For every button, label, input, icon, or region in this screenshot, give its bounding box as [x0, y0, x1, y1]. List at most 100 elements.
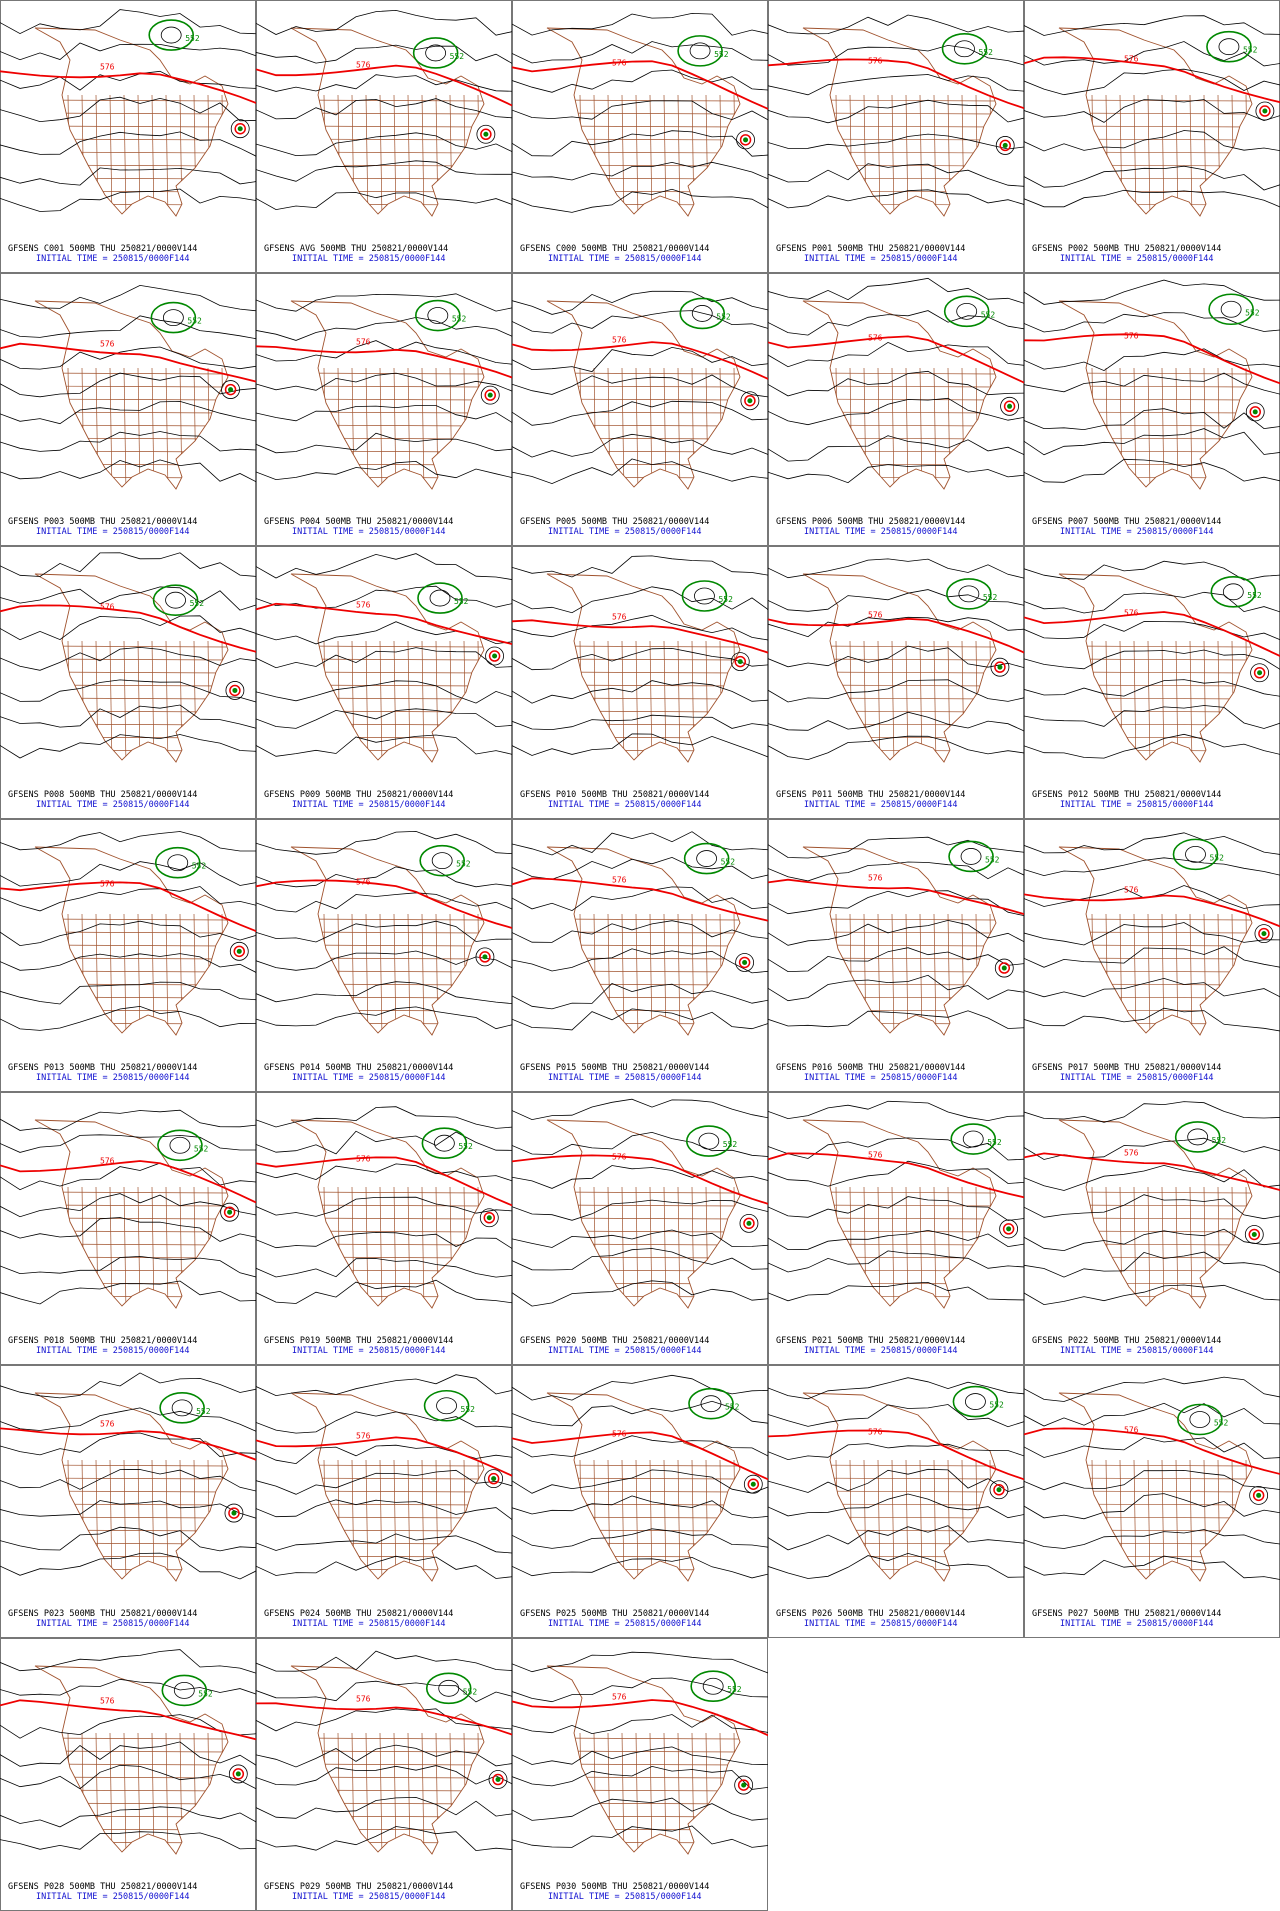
storm	[480, 385, 500, 405]
height-contour	[256, 708, 512, 729]
height-contour	[256, 1796, 512, 1819]
height-contour	[256, 192, 512, 211]
storm	[730, 652, 750, 672]
map: 576 552	[512, 831, 768, 1036]
height-contour	[512, 100, 768, 121]
storm	[235, 1771, 241, 1777]
state-line	[165, 94, 169, 216]
low-contour	[698, 1132, 720, 1150]
height-contour	[1024, 165, 1280, 191]
height-contour	[0, 131, 256, 157]
state-line	[621, 367, 625, 489]
storm	[230, 119, 250, 139]
height-contour	[0, 552, 256, 577]
height-contour	[512, 1374, 768, 1401]
low-contour	[1222, 583, 1244, 601]
height-contour	[0, 1469, 256, 1492]
initial-time: INITIAL TIME = 250815/0000F144	[548, 800, 702, 810]
height-contour	[1024, 68, 1280, 96]
state-line	[421, 1459, 425, 1581]
height-contour	[768, 711, 1024, 732]
height-contour	[256, 405, 512, 423]
height-contour	[512, 614, 768, 641]
storm	[734, 655, 747, 668]
initial-time: INITIAL TIME = 250815/0000F144	[804, 1619, 958, 1629]
height-contour	[768, 1404, 1024, 1428]
state-line	[1133, 1186, 1137, 1308]
height-contour	[1024, 279, 1280, 305]
contour-label: 576	[100, 879, 115, 888]
height-contour	[512, 1651, 768, 1674]
height-contour	[768, 861, 1024, 882]
height-contour	[768, 947, 1024, 973]
coastline	[546, 573, 741, 763]
height-contour	[768, 277, 1024, 304]
height-contour	[512, 1435, 768, 1458]
ensemble-panel: 576 552 GFSENS P028 500MB THU 250821/0000V…	[0, 1638, 256, 1911]
state-line	[803, 1191, 996, 1194]
height-contour	[1024, 977, 1280, 998]
ensemble-panel: 576 552 GFSENS P023 500MB THU 250821/0000V…	[0, 1365, 256, 1638]
height-contour	[1024, 1529, 1280, 1549]
height-contour	[768, 1281, 1024, 1302]
contour-label: 576	[868, 333, 883, 342]
state-line	[291, 1464, 484, 1467]
height-contour	[256, 98, 512, 120]
panel-title: GFSENS P011 500MB THU 250821/0000V144	[776, 790, 965, 800]
contour-label: 552	[981, 310, 996, 319]
contour-label: 552	[454, 597, 469, 606]
initial-time: INITIAL TIME = 250815/0000F144	[804, 527, 958, 537]
storm	[1244, 1225, 1264, 1244]
contour-label: 576	[1124, 54, 1139, 63]
state-line	[905, 1459, 909, 1581]
state-line	[1147, 94, 1151, 216]
low-contour	[429, 589, 451, 607]
height-contour	[1024, 1101, 1280, 1123]
panel-border	[256, 273, 512, 546]
contour-label: 552	[1243, 46, 1258, 55]
coastline	[290, 573, 485, 763]
storm	[747, 1478, 760, 1490]
storm	[740, 391, 760, 411]
panel-title: GFSENS P002 500MB THU 250821/0000V144	[1032, 244, 1221, 254]
state-line	[1189, 913, 1193, 1035]
panel-title: GFSENS P015 500MB THU 250821/0000V144	[520, 1063, 709, 1073]
height-contour	[512, 1714, 768, 1735]
state-line	[137, 913, 141, 1035]
storm	[1250, 663, 1269, 683]
state-line	[1189, 94, 1193, 216]
height-contour	[512, 290, 768, 315]
low-contour	[161, 1674, 208, 1707]
coastline	[802, 1119, 997, 1309]
height-contour	[1024, 649, 1280, 670]
panel-border	[1024, 819, 1280, 1092]
height-contour	[256, 892, 512, 913]
state-line	[291, 645, 484, 648]
storm	[995, 136, 1015, 155]
state-line	[1161, 640, 1165, 762]
initial-time: INITIAL TIME = 250815/0000F144	[548, 1892, 702, 1902]
height-contour	[512, 400, 768, 426]
storm	[1261, 931, 1267, 937]
ensemble-panel: 576 552 GFSENS P016 500MB THU 250821/0000V…	[768, 819, 1024, 1092]
height-contour	[512, 1248, 768, 1271]
state-line	[677, 1732, 681, 1854]
initial-time: INITIAL TIME = 250815/0000F144	[548, 527, 702, 537]
low-contour	[1187, 1128, 1209, 1146]
initial-time: INITIAL TIME = 250815/0000F144	[804, 1346, 958, 1356]
coastline	[546, 27, 741, 217]
height-contour	[256, 460, 512, 481]
coastline	[802, 573, 997, 763]
storm	[229, 941, 249, 961]
state-line	[1189, 367, 1193, 489]
panel-title: GFSENS P016 500MB THU 250821/0000V144	[776, 1063, 965, 1073]
height-contour	[768, 1160, 1024, 1187]
state-line	[365, 1459, 369, 1581]
low-contour	[1189, 1411, 1211, 1428]
height-contour	[0, 861, 256, 887]
contour-label: 552	[461, 1405, 476, 1414]
storm	[1256, 1492, 1262, 1498]
ensemble-panel: 576 552 GFSENS P021 500MB THU 250821/0000V…	[768, 1092, 1024, 1365]
height-contour	[512, 346, 768, 373]
height-contour	[0, 1678, 256, 1696]
